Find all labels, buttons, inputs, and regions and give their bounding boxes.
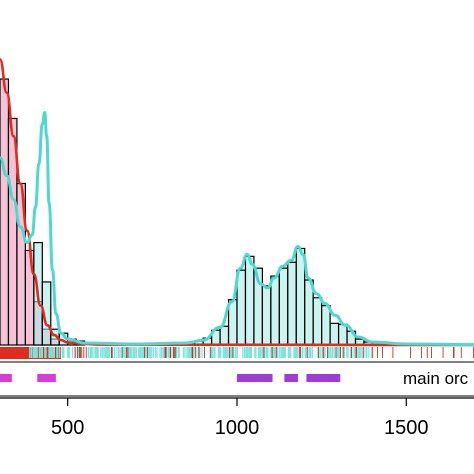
x-tick-label-0: 500 — [51, 417, 84, 439]
range-segment-3 — [284, 374, 298, 382]
annotation-track-frame — [0, 361, 474, 397]
x-tick-label-2: 1500 — [384, 417, 429, 439]
legend-label-main-orc: main orc — [403, 369, 469, 388]
density-curves — [0, 58, 474, 347]
histogram-bar-1-23 — [337, 323, 348, 346]
histogram-bar-1-14 — [261, 285, 272, 346]
histogram-bar-1-17 — [287, 261, 297, 346]
histogram-bar-1-18 — [295, 247, 306, 346]
range-segments — [0, 374, 341, 382]
histogram-bar-1-16 — [278, 267, 289, 346]
range-segment-0 — [0, 374, 12, 382]
x-axis-ticks: 500 1000 1500 — [51, 398, 429, 439]
range-segment-1 — [37, 374, 56, 382]
histogram-bar-1-12 — [244, 255, 255, 346]
range-segment-2 — [237, 374, 273, 382]
x-tick-label-1: 1000 — [215, 417, 260, 439]
histogram-bar-1-11 — [236, 269, 247, 346]
histogram-bar-1-1 — [41, 281, 52, 346]
rug-marks — [0, 347, 474, 359]
range-segment-4 — [306, 374, 341, 382]
density-curve-1 — [0, 110, 474, 347]
histogram-bar-0-0 — [0, 78, 10, 346]
histogram-bar-1-20 — [312, 297, 323, 346]
histogram-bar-1-22 — [329, 322, 340, 346]
histogram-bar-1-9 — [219, 325, 230, 346]
histogram-bar-1-15 — [270, 275, 280, 346]
histogram-bar-1-19 — [304, 279, 314, 346]
histogram-bar-1-21 — [321, 305, 331, 346]
histogram-bar-1-10 — [227, 299, 238, 346]
